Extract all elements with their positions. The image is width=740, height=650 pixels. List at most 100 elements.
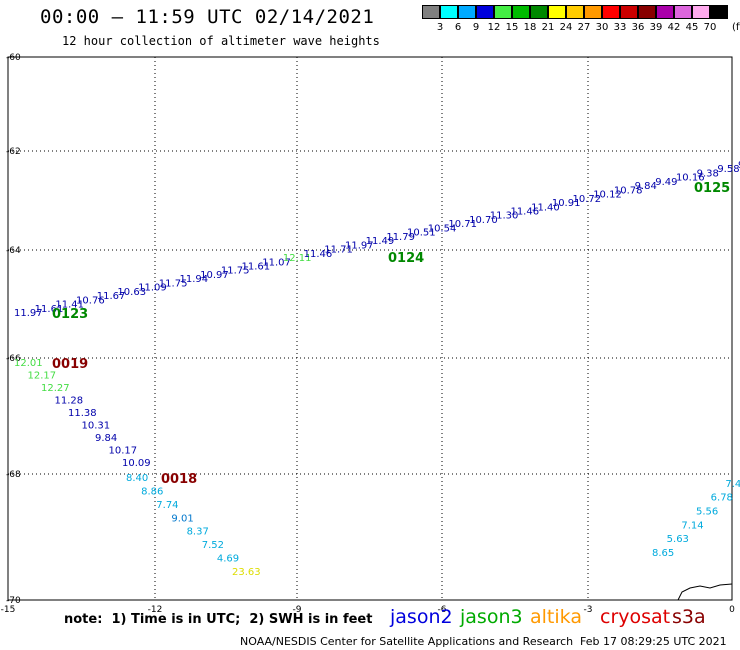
swh-observation: 10.31	[82, 421, 111, 432]
scale-label: 70	[703, 22, 717, 33]
swh-observation: 10.71	[448, 219, 477, 230]
pass-time-label: 0018	[161, 472, 197, 487]
credit-line: NOAA/NESDIS Center for Satellite Applica…	[240, 635, 574, 648]
swh-observation: 5.56	[696, 507, 718, 518]
swh-observation: 23.63	[232, 567, 261, 578]
swh-observation: 11.09	[138, 283, 167, 294]
swh-observation: 11.79	[386, 232, 415, 243]
latitude-label: -70	[6, 596, 21, 606]
swh-observation: 9.01	[171, 513, 193, 524]
scale-swatch	[494, 5, 512, 19]
scale-swatch	[620, 5, 638, 19]
satellite-jason3: jason3	[460, 606, 523, 628]
swh-observation: 11.46	[304, 249, 333, 260]
swh-observation: 10.63	[117, 287, 146, 298]
swh-observation: 12.01	[14, 358, 43, 369]
swh-observation: 11.61	[242, 261, 271, 272]
swh-observation: 11.71	[324, 245, 353, 256]
swh-observation: 10.70	[469, 215, 498, 226]
swh-observation: 10.51	[407, 228, 436, 239]
swh-observation: 10.54	[428, 223, 457, 234]
swh-observation: 9.84	[635, 181, 657, 192]
swh-observation: 9.95	[738, 160, 740, 171]
scale-swatch	[422, 5, 440, 19]
swh-observation: 9.49	[655, 177, 677, 188]
swh-observation: 10.78	[614, 185, 643, 196]
page-subtitle: 12 hour collection of altimeter wave hei…	[62, 34, 380, 48]
satellite-cryosat: cryosat	[600, 606, 671, 628]
swh-observation: 12.17	[28, 371, 57, 382]
longitude-label: -3	[584, 605, 593, 615]
swh-observation: 10.91	[552, 198, 581, 209]
longitude-label: -12	[148, 605, 163, 615]
pass-time-label: 0123	[52, 307, 88, 322]
altimeter-tracks: 11.9711.6111.4110.7611.6710.6311.0911.75…	[14, 160, 740, 578]
swh-observation: 9.84	[95, 433, 117, 444]
scale-swatch	[602, 5, 620, 19]
scale-swatch	[476, 5, 494, 19]
swh-observation: 10.17	[109, 446, 138, 457]
swh-observation: 8.65	[652, 548, 674, 559]
scale-swatch	[638, 5, 656, 19]
scale-label: 39	[649, 22, 663, 33]
swh-observation: 12.11	[283, 253, 312, 264]
scale-label: 30	[595, 22, 609, 33]
swh-observation: 11.94	[179, 274, 208, 285]
longitude-label: -6	[438, 605, 447, 615]
pass-time-label: 0124	[388, 251, 424, 266]
scale-label: 42	[667, 22, 681, 33]
swh-observation: 10.72	[573, 194, 602, 205]
swh-observation: 11.07	[262, 257, 291, 268]
longitude-label: -15	[1, 605, 16, 615]
scale-swatch	[692, 5, 710, 19]
scale-label: 18	[523, 22, 537, 33]
axis-labels: -60 -62 -64 -66 -68 -70-15 -12 -9 -6 -3 0	[1, 53, 735, 615]
swh-observation: 10.12	[593, 190, 622, 201]
swh-observation: 8.86	[141, 486, 163, 497]
swh-observation: 7.4	[725, 479, 740, 490]
latitude-label: -66	[6, 354, 21, 364]
longitude-label: 0	[729, 605, 735, 615]
swh-observation: 11.61	[35, 304, 64, 315]
lat-lon-grid	[8, 57, 732, 600]
longitude-label: -9	[293, 605, 302, 615]
scale-swatch	[530, 5, 548, 19]
swh-observation: 11.75	[221, 266, 250, 277]
swh-observation: 12.27	[41, 383, 70, 394]
swh-observation: 11.97	[14, 308, 43, 319]
swh-observation: 10.97	[200, 270, 229, 281]
map-frame	[7, 56, 733, 601]
swh-observation: 10.09	[122, 458, 151, 469]
scale-swatch	[548, 5, 566, 19]
swh-observation: 7.14	[681, 520, 703, 531]
latitude-label: -60	[6, 53, 21, 63]
satellite-altika: altika	[530, 606, 582, 628]
pass-time-label: 0125	[694, 181, 730, 196]
footer-note: note: 1) Time is in UTC; 2) SWH is in fe…	[64, 612, 373, 627]
swh-observation: 8.40	[126, 473, 148, 484]
swh-observation: 10.76	[76, 295, 105, 306]
swh-observation: 11.97	[345, 240, 374, 251]
swh-observation: 11.75	[159, 278, 188, 289]
latitude-label: -64	[6, 246, 21, 256]
scale-swatch	[566, 5, 584, 19]
latitude-label: -62	[6, 147, 21, 157]
swh-observation: 4.69	[217, 554, 239, 565]
swh-observation: 11.49	[366, 236, 395, 247]
scale-swatch	[440, 5, 458, 19]
scale-swatch	[584, 5, 602, 19]
swh-observation: 11.38	[68, 408, 97, 419]
swh-observation: 6.78	[711, 493, 733, 504]
scale-label: 33	[613, 22, 627, 33]
swh-observation: 10.16	[676, 173, 705, 184]
swh-observation: 11.40	[531, 202, 560, 213]
scale-label: 36	[631, 22, 645, 33]
scale-swatch	[656, 5, 674, 19]
scale-unit: (ft)	[732, 22, 740, 33]
scale-label: 15	[505, 22, 519, 33]
scale-label: 21	[541, 22, 555, 33]
latitude-label: -68	[6, 470, 21, 480]
swh-observation: 7.52	[202, 540, 224, 551]
scale-swatch	[710, 5, 728, 19]
